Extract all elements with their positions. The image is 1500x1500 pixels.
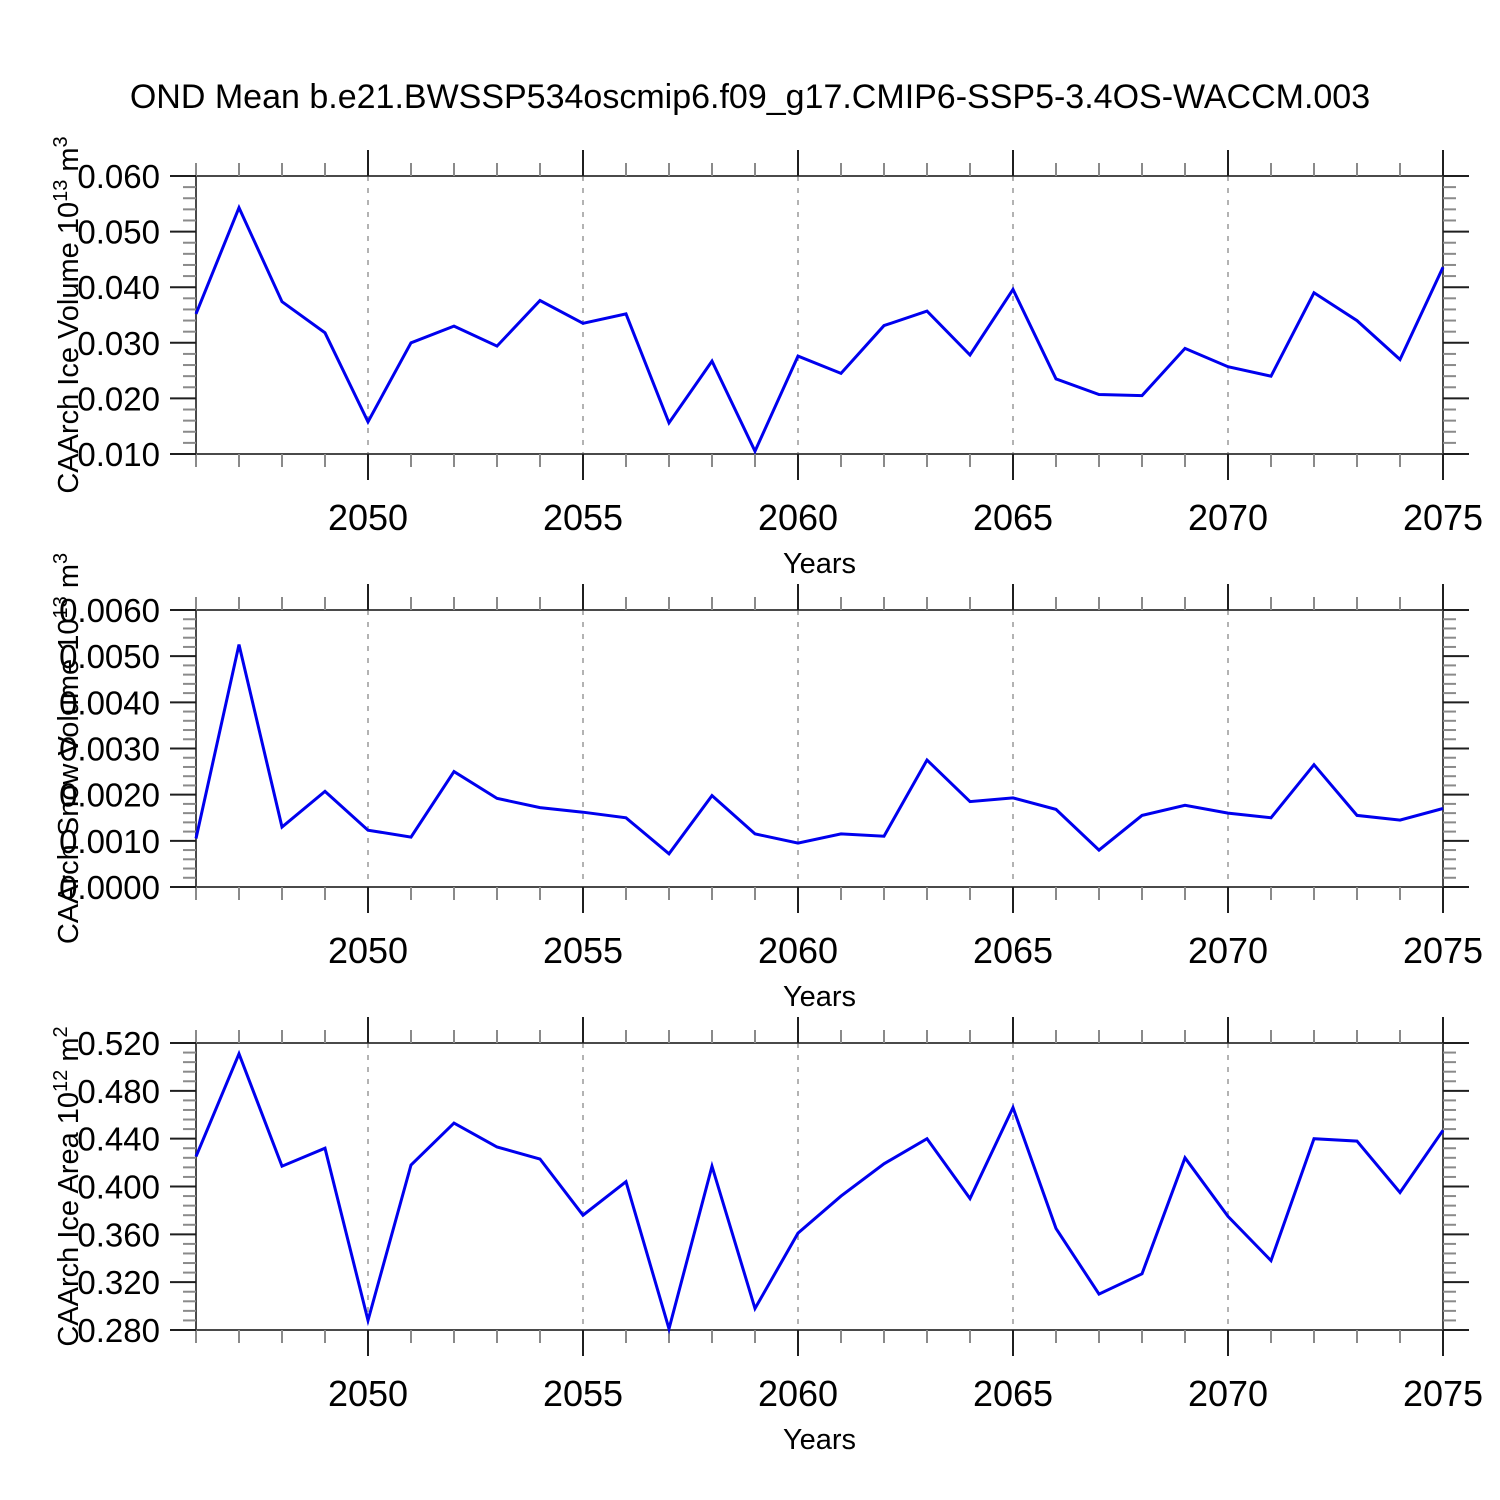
x-tick-label: 2050 xyxy=(328,497,408,538)
y-axis-title: CAArch Ice Area 1012​ m2​ xyxy=(50,1026,85,1346)
x-tick-label: 2055 xyxy=(543,930,623,971)
y-tick-label: 0.480 xyxy=(77,1073,160,1110)
x-tick-label: 2055 xyxy=(543,497,623,538)
data-line-caarch-snow-volume xyxy=(194,644,1444,856)
x-tick-label: 2065 xyxy=(973,497,1053,538)
y-tick-label: 0.440 xyxy=(77,1121,160,1158)
y-axis-title: CAArch Snow Volume 1013​ m3​ xyxy=(50,553,85,944)
x-tick-label: 2065 xyxy=(973,930,1053,971)
plot-frame xyxy=(195,1042,1444,1331)
x-tick-label: 2050 xyxy=(328,1373,408,1414)
y-tick-label: 0.520 xyxy=(77,1025,160,1062)
y-axis-title: CAArch Ice Volume 1013​ m3​ xyxy=(50,136,85,493)
panel-caarch-ice-volume: 2050 2055 2060 2065 2070 2075 Years 0.010 0.020 0… xyxy=(50,136,1483,580)
x-tick-label: 2060 xyxy=(758,1373,838,1414)
x-axis-title: Years xyxy=(783,1424,856,1456)
x-tick-label: 2060 xyxy=(758,497,838,538)
panel-caarch-ice-area: 2050 2055 2060 2065 2070 2075 Years 0.280 0.320 0… xyxy=(50,1017,1483,1456)
y-tick-label: 0.030 xyxy=(77,325,160,362)
x-tick-label: 2075 xyxy=(1403,1373,1483,1414)
y-tick-label: 0.0060 xyxy=(59,592,160,629)
y-tick-label: 0.360 xyxy=(77,1216,160,1253)
x-tick-label: 2050 xyxy=(328,930,408,971)
x-tick-label: 2065 xyxy=(973,1373,1053,1414)
y-tick-label: 0.400 xyxy=(77,1169,160,1206)
y-tick-label: 0.320 xyxy=(77,1264,160,1301)
x-axis-title: Years xyxy=(783,548,856,580)
y-tick-label: 0.020 xyxy=(77,380,160,417)
x-tick-label: 2075 xyxy=(1403,930,1483,971)
y-tick-label: 0.040 xyxy=(77,269,160,306)
data-line-caarch-ice-area xyxy=(194,1049,1445,1335)
x-tick-label: 2070 xyxy=(1188,497,1268,538)
x-axis-title: Years xyxy=(783,981,856,1013)
y-tick-label: 0.0010 xyxy=(59,823,160,860)
y-tick-label: 0.060 xyxy=(77,158,160,195)
y-tick-label: 0.050 xyxy=(77,214,160,251)
plot-frame xyxy=(195,609,1444,888)
x-tick-label: 2070 xyxy=(1188,930,1268,971)
x-tick-label: 2075 xyxy=(1403,497,1483,538)
x-tick-label: 2070 xyxy=(1188,1373,1268,1414)
y-tick-label: 0.0020 xyxy=(59,777,160,814)
plot-frame xyxy=(195,175,1444,455)
chart-title: OND Mean b.e21.BWSSP534oscmip6.f09_g17.C… xyxy=(129,78,1371,116)
panel-caarch-snow-volume: 2050 2055 2060 2065 2070 2075 Years 0.0000 0.001… xyxy=(50,553,1483,1013)
x-tick-label: 2060 xyxy=(758,930,838,971)
y-tick-label: 0.0030 xyxy=(59,731,160,768)
y-tick-label: 0.0000 xyxy=(59,869,160,906)
y-tick-label: 0.0050 xyxy=(59,638,160,675)
x-tick-label: 2055 xyxy=(543,1373,623,1414)
y-tick-label: 0.010 xyxy=(77,436,160,473)
data-line-caarch-ice-volume xyxy=(194,203,1445,455)
y-tick-label: 0.280 xyxy=(77,1312,160,1349)
y-tick-label: 0.0040 xyxy=(59,684,160,721)
